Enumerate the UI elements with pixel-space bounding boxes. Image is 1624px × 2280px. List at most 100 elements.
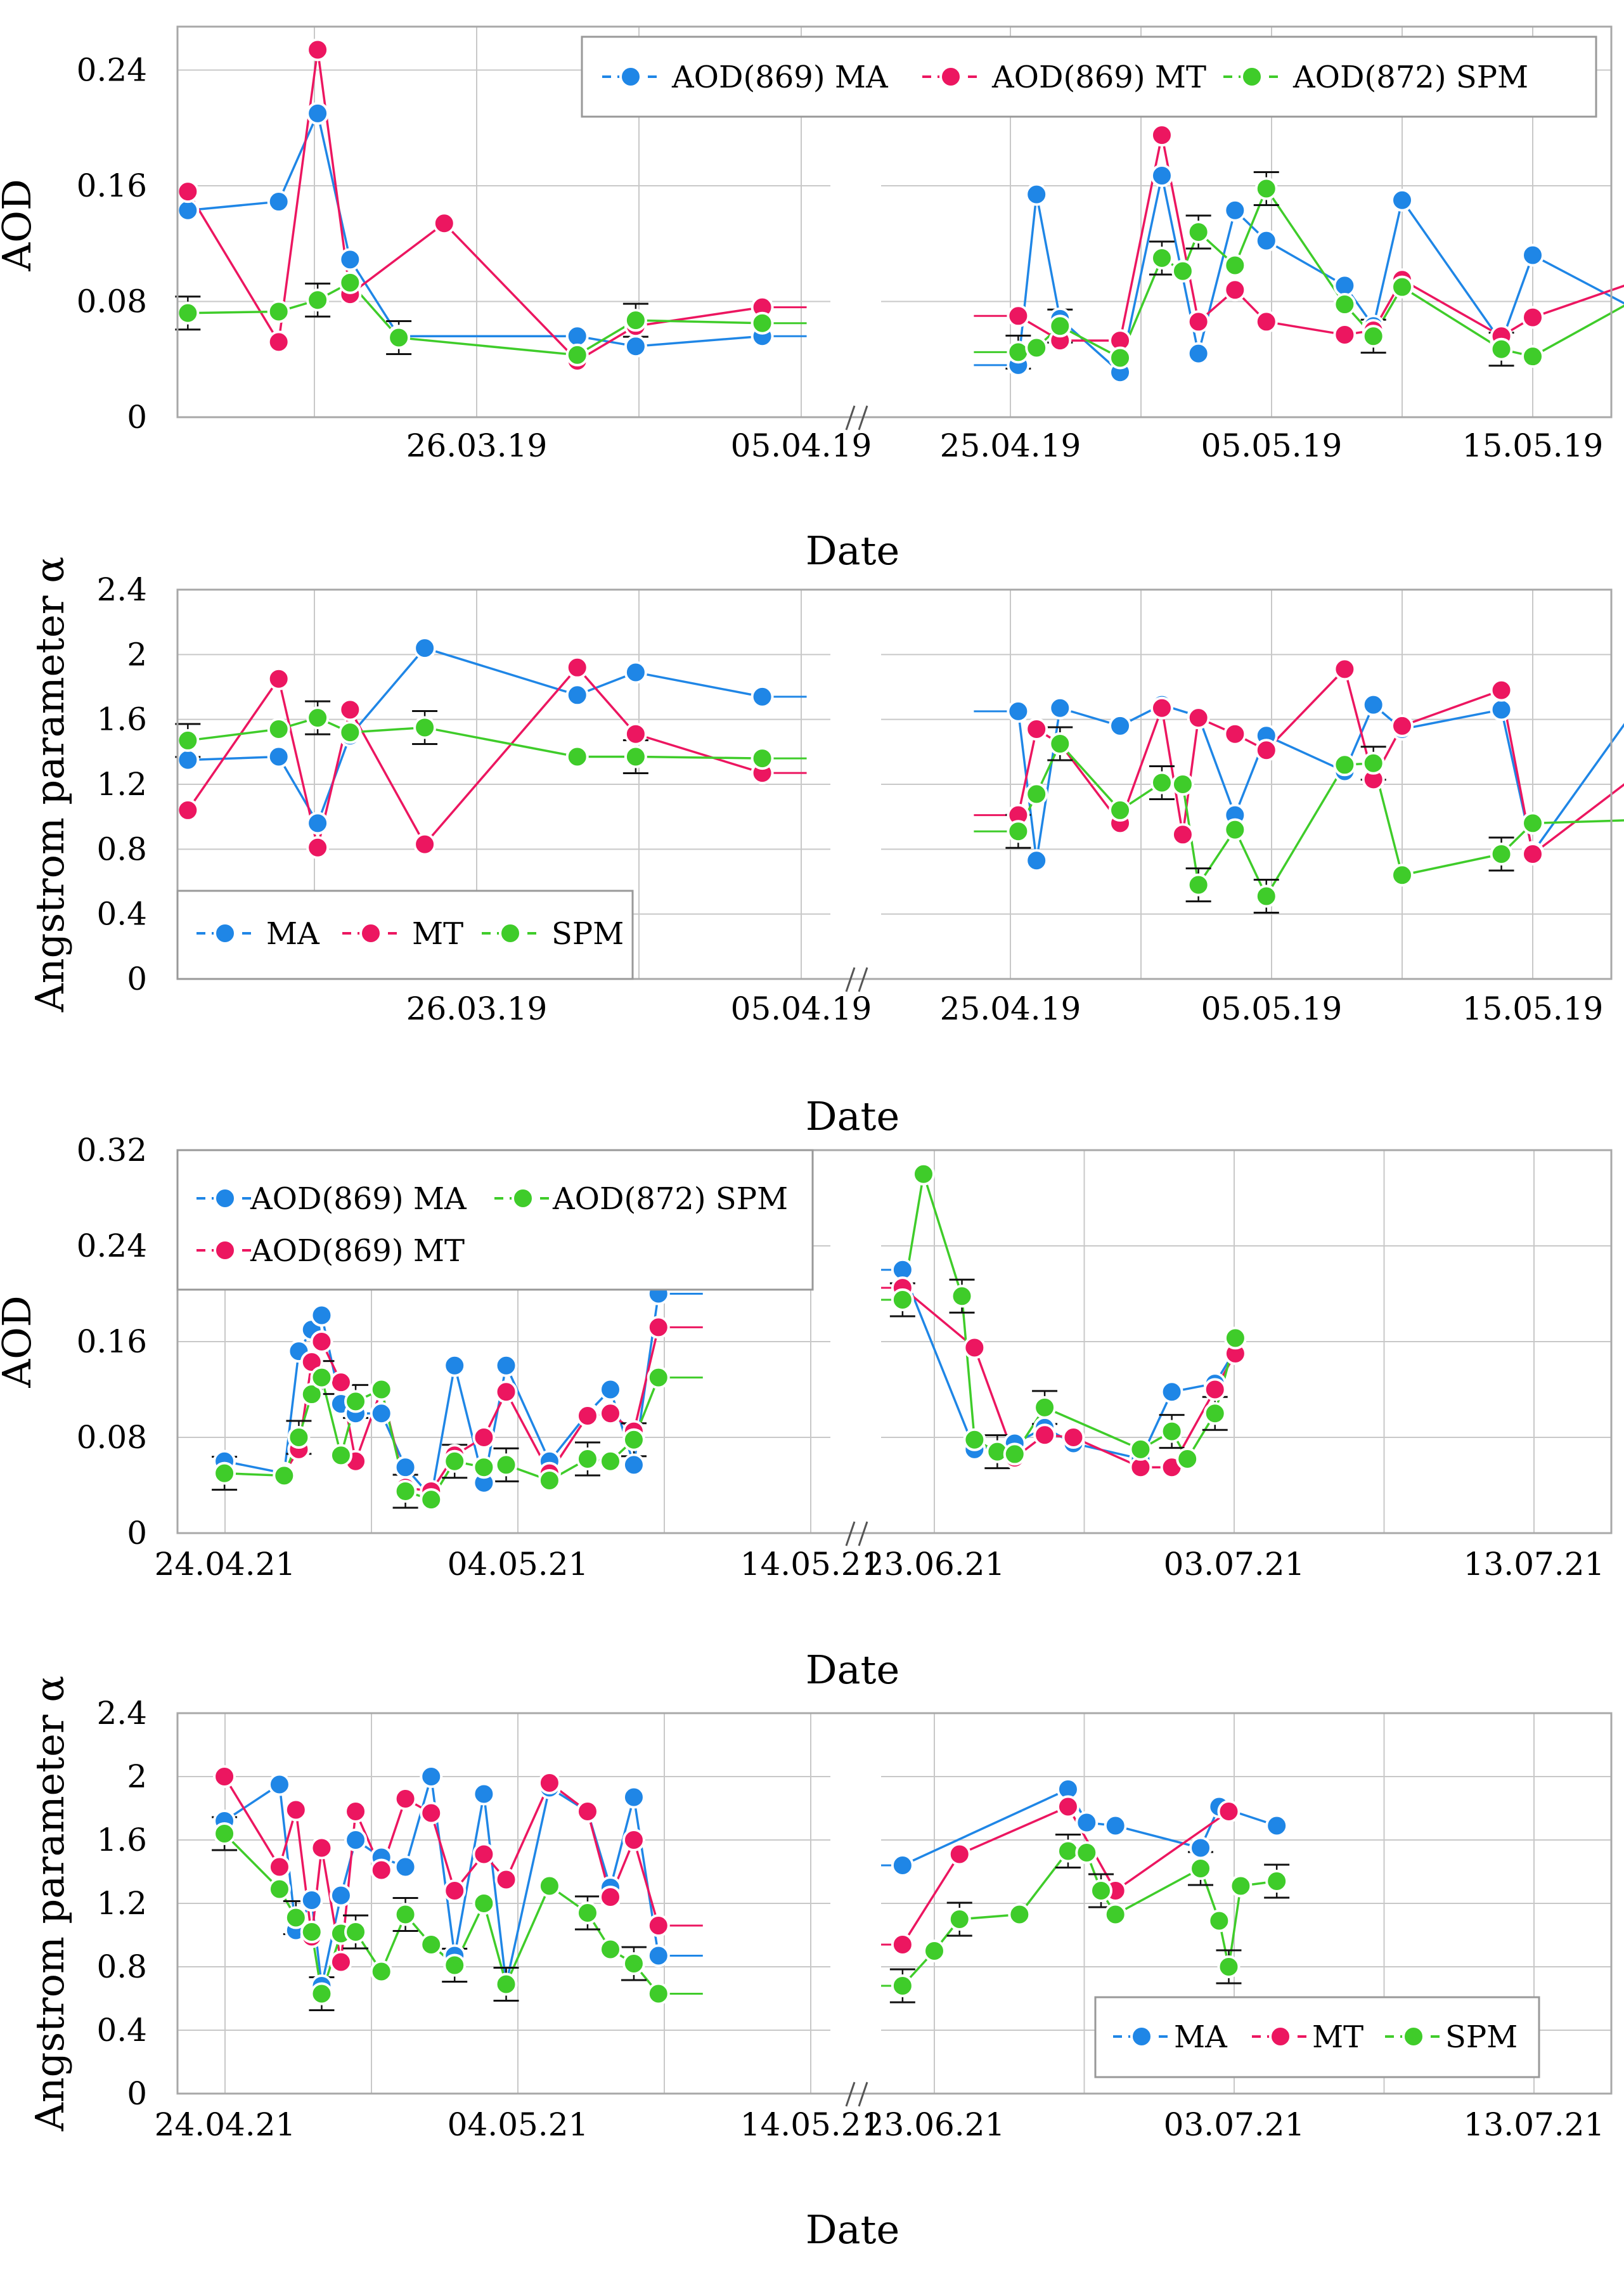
data-point-mt xyxy=(622,1829,645,1851)
data-point-spm xyxy=(624,745,647,768)
data-point-ma xyxy=(394,1855,417,1879)
data-point-mt xyxy=(267,1855,291,1879)
data-point-mt xyxy=(1521,306,1544,329)
data-point-spm xyxy=(176,729,200,752)
panel-4-x-axis-title: Date xyxy=(806,2206,899,2253)
legend-item-mt: AOD(869) MT xyxy=(197,1233,465,1269)
y-tick-label: 1.2 xyxy=(96,766,147,803)
data-point-mt xyxy=(1187,310,1210,334)
legend-label-spm: AOD(872) SPM xyxy=(552,1181,788,1217)
data-point-mt xyxy=(310,1836,333,1860)
legend-label-ma: AOD(869) MA xyxy=(250,1181,467,1217)
data-point-spm xyxy=(306,288,330,312)
data-point-spm xyxy=(622,1428,645,1451)
data-point-mt xyxy=(306,38,330,62)
panel-1-aod-2019: 0 0.08 0.16 0.24 26.03.19 05.04.19 25.04.19 05… xyxy=(0,25,1624,574)
y-tick-label: 0.08 xyxy=(77,283,147,320)
data-point-ma xyxy=(370,1402,393,1425)
data-point-spm xyxy=(338,721,362,744)
panel-3-axis-break-mark xyxy=(845,1521,868,1546)
data-point-ma xyxy=(598,1378,622,1401)
data-point-spm xyxy=(598,1938,622,1961)
data-point-spm xyxy=(598,1449,622,1473)
legend-label-mt: AOD(869) MT xyxy=(991,60,1206,95)
data-point-spm xyxy=(1109,346,1132,370)
panel-2-axis-break-gap xyxy=(830,590,881,979)
data-point-spm xyxy=(1223,1326,1247,1350)
data-point-spm xyxy=(394,1479,417,1503)
data-point-ma xyxy=(267,745,290,768)
y-tick-label: 0.08 xyxy=(77,1419,147,1456)
y-tick-label: 0.16 xyxy=(77,167,147,204)
panel-4-angstrom-2021: 0 0.4 0.8 1.2 1.6 2 2.4 24.04.21 04.05.21 14.05.… xyxy=(27,1676,1613,2253)
data-point-spm xyxy=(176,301,200,325)
data-point-mt xyxy=(1223,278,1247,302)
panel-1-axis-break-mark xyxy=(845,405,868,431)
data-point-mt xyxy=(1187,706,1210,730)
data-point-mt xyxy=(565,656,589,679)
data-point-ma xyxy=(1521,243,1544,267)
legend-label-spm: SPM xyxy=(1445,2019,1518,2055)
data-point-mt xyxy=(948,1843,971,1866)
data-point-ma xyxy=(1187,342,1210,365)
data-point-mt xyxy=(1203,1378,1227,1401)
data-point-ma xyxy=(1189,1836,1213,1860)
data-point-ma xyxy=(1490,698,1513,722)
data-point-mt xyxy=(963,1336,986,1359)
data-point-spm xyxy=(310,1982,333,2005)
data-point-mt xyxy=(1033,1423,1057,1447)
data-point-ma xyxy=(443,1354,467,1377)
y-tick-label: 0 xyxy=(127,399,147,436)
data-point-spm xyxy=(394,1903,417,1926)
data-point-ma xyxy=(751,685,774,708)
data-point-spm xyxy=(1223,818,1247,841)
x-tick-label: 05.05.19 xyxy=(1201,990,1343,1027)
data-point-spm xyxy=(310,1366,333,1389)
data-point-ma xyxy=(1160,1380,1183,1404)
data-point-spm xyxy=(1109,798,1132,822)
data-point-spm xyxy=(1003,1442,1026,1466)
data-point-ma xyxy=(1025,849,1048,872)
x-tick-label: 14.05.21 xyxy=(740,2106,882,2143)
data-point-mt xyxy=(1171,823,1194,846)
data-point-spm xyxy=(1150,247,1173,270)
data-point-mt xyxy=(494,1380,518,1404)
panel-3-y-axis-title: AOD xyxy=(0,1295,40,1388)
data-point-mt xyxy=(576,1800,599,1823)
legend-item-ma: MA xyxy=(1113,2019,1228,2055)
data-point-mt xyxy=(267,330,290,354)
data-point-spm xyxy=(1089,1879,1112,1902)
legend-item-ma: MA xyxy=(197,916,320,952)
data-point-ma xyxy=(267,190,290,214)
data-point-spm xyxy=(1203,1402,1227,1425)
data-point-spm xyxy=(267,1877,291,1901)
series-line-mt-left xyxy=(223,1776,660,1964)
data-point-spm xyxy=(1521,812,1544,835)
legend-label-ma: MA xyxy=(266,916,320,952)
data-point-spm xyxy=(300,1383,323,1406)
data-point-ma xyxy=(176,748,200,772)
data-point-spm xyxy=(751,311,774,335)
data-point-mt xyxy=(329,1950,352,1974)
data-point-mt xyxy=(1490,678,1513,702)
x-tick-label: 13.07.21 xyxy=(1464,1546,1605,1583)
y-tick-label: 0.24 xyxy=(77,51,147,88)
panel-4-legend: MA MT SPM xyxy=(1094,1996,1540,2078)
y-tick-label: 1.6 xyxy=(96,701,147,738)
data-point-spm xyxy=(1008,1903,1031,1926)
data-point-ma xyxy=(565,683,589,707)
panel-2-y-axis-title: Angstrom parameter α xyxy=(27,557,73,1013)
data-point-spm xyxy=(923,1940,946,1962)
x-tick-label: 04.05.21 xyxy=(448,1546,589,1583)
data-point-ma xyxy=(622,1453,645,1477)
panel-1-legend-box xyxy=(581,36,1597,118)
x-tick-label: 15.05.19 xyxy=(1462,990,1604,1027)
data-point-spm xyxy=(1362,325,1385,348)
x-tick-label: 05.05.19 xyxy=(1201,427,1343,464)
data-point-spm xyxy=(1129,1437,1152,1461)
panel-4-frame xyxy=(176,1712,1613,2095)
data-point-spm xyxy=(1025,782,1048,806)
data-point-spm xyxy=(344,1390,368,1413)
y-tick-label: 0.8 xyxy=(96,1948,147,1985)
